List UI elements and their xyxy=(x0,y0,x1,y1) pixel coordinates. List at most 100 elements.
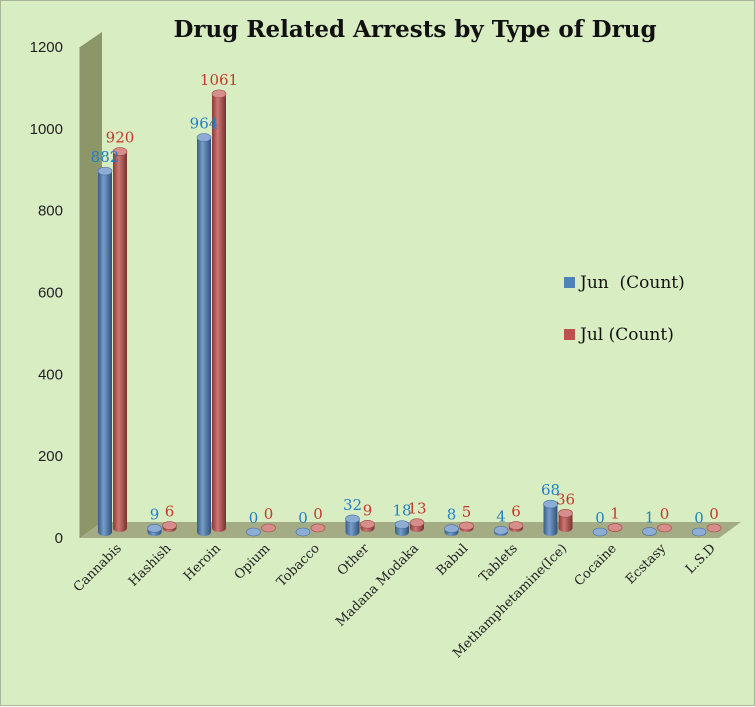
x-tick-label: Madana Modaka xyxy=(333,541,422,630)
data-label: 0 xyxy=(709,505,719,523)
bar-top xyxy=(261,523,276,533)
x-tick-label: Cocaine xyxy=(572,541,620,589)
bar-top xyxy=(162,521,177,530)
data-label: 68 xyxy=(541,481,560,499)
data-label: 1 xyxy=(645,509,655,527)
x-tick-label: Babul xyxy=(434,541,472,579)
data-label: 32 xyxy=(343,496,362,514)
back-wall xyxy=(80,32,102,538)
legend-label: Jun (Count) xyxy=(578,273,685,293)
data-label: 0 xyxy=(264,505,274,523)
bar xyxy=(642,527,657,536)
bar-top xyxy=(642,527,657,536)
bar xyxy=(657,523,672,533)
x-tick-label: Hashish xyxy=(126,541,175,590)
legend-swatch xyxy=(564,329,575,340)
bars xyxy=(97,89,722,537)
y-tick-label: 600 xyxy=(38,285,63,302)
data-label: 1 xyxy=(610,505,620,523)
bar-body xyxy=(212,93,226,532)
bar xyxy=(310,523,326,533)
bar-top xyxy=(592,527,608,537)
x-tick-label: Heroin xyxy=(181,541,224,584)
x-tick-label: Ecstasy xyxy=(623,541,670,588)
bar xyxy=(409,518,425,532)
data-label: 0 xyxy=(595,509,605,527)
bar-top xyxy=(508,521,524,530)
bar-top xyxy=(607,523,623,532)
data-label: 0 xyxy=(298,509,308,527)
bar-top xyxy=(459,521,474,531)
bar-body xyxy=(543,504,558,536)
x-tick-label: Tobacco xyxy=(274,541,323,590)
data-label: 882 xyxy=(91,148,120,166)
data-label: 1061 xyxy=(200,71,238,89)
x-tick-label: L.S.D xyxy=(683,541,719,577)
bar-top xyxy=(691,527,707,537)
bar-top xyxy=(246,527,261,537)
bar-body xyxy=(197,137,211,536)
bar-body xyxy=(558,513,573,532)
bar xyxy=(508,521,524,532)
bar xyxy=(493,526,509,536)
y-tick-label: 800 xyxy=(38,203,63,220)
legend-label: Jul (Count) xyxy=(578,325,674,345)
data-label: 13 xyxy=(407,500,426,518)
bar xyxy=(261,523,276,533)
y-tick-label: 200 xyxy=(38,448,63,465)
bar-top xyxy=(196,133,212,142)
data-label: 9 xyxy=(363,501,373,519)
bar-top xyxy=(147,524,162,533)
x-tick-label: Opium xyxy=(232,541,274,583)
y-tick-label: 400 xyxy=(38,366,63,383)
bar xyxy=(706,523,722,533)
bar-top xyxy=(211,89,227,99)
data-label: 36 xyxy=(556,490,575,508)
data-label: 0 xyxy=(249,509,259,527)
bar-top xyxy=(444,524,459,534)
bar-body xyxy=(113,151,127,533)
bar xyxy=(360,520,375,532)
y-axis: 0 200 400 600 800 1000 1200 xyxy=(30,39,81,547)
x-tick-label: Cannabis xyxy=(71,541,125,595)
data-label: 0 xyxy=(660,505,670,523)
data-label: 0 xyxy=(313,505,323,523)
legend: Jun (Count) Jul (Count) xyxy=(564,273,685,345)
data-label: 4 xyxy=(496,507,506,525)
bar xyxy=(444,524,459,536)
bar xyxy=(558,508,573,532)
x-tick-label: Tablets xyxy=(477,541,521,585)
data-label: 6 xyxy=(511,503,521,521)
data-label: 0 xyxy=(694,509,704,527)
y-tick-label: 0 xyxy=(55,530,63,547)
bar-top xyxy=(706,523,722,533)
bar-body xyxy=(98,171,112,537)
bar-top xyxy=(310,523,326,533)
bar xyxy=(543,499,558,536)
bar xyxy=(459,521,474,532)
bar xyxy=(345,514,360,536)
bar-body xyxy=(345,518,360,536)
bar-top xyxy=(295,527,311,537)
x-axis: Cannabis Hashish Heroin Opium Tobacco OtherMa… xyxy=(71,541,719,662)
x-tick-label: Other xyxy=(335,541,373,579)
bar xyxy=(147,524,162,536)
legend-swatch xyxy=(564,277,575,288)
bar-top xyxy=(409,518,425,527)
bar xyxy=(246,527,261,537)
chart-walls xyxy=(80,32,741,538)
bar xyxy=(196,133,212,536)
bar xyxy=(295,527,311,537)
bar-top xyxy=(558,508,573,518)
bar xyxy=(691,527,707,537)
bar xyxy=(394,520,410,536)
bar xyxy=(97,166,113,537)
bar-top xyxy=(345,514,360,524)
bar-top xyxy=(657,523,672,533)
bar xyxy=(112,147,128,533)
bar-top xyxy=(97,166,113,176)
data-label: 920 xyxy=(106,129,135,147)
